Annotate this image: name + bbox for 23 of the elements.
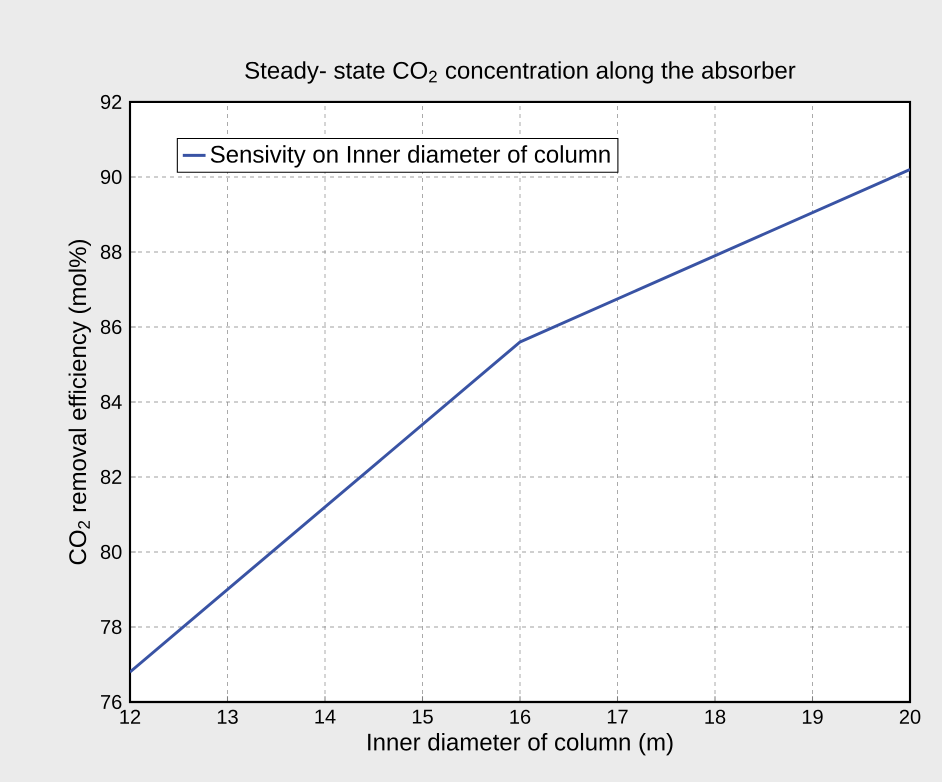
x-tick-label: 12: [120, 710, 140, 724]
y-tick-label: 92: [100, 94, 122, 110]
y-tick-label: 78: [101, 620, 122, 634]
y-axis-title: CO$_{2}$ removal efficiency (mol%): [68, 240, 91, 564]
x-tick-label: 16: [510, 710, 530, 724]
line-series: [130, 168, 910, 674]
x-tick-label: 14: [315, 710, 336, 724]
legend-label: Sensivity on Inner diameter of column: [210, 145, 610, 168]
x-tick-label: 20: [900, 710, 920, 724]
x-tick-label: 17: [608, 710, 628, 724]
chart-title: Steady- state CO$_{2}$ concentration along the absorber: [245, 61, 796, 84]
y-tick-label: 90: [100, 170, 122, 184]
y-tick-label: 84: [100, 394, 122, 410]
x-tick-label: 18: [705, 710, 726, 724]
y-tick-label: 82: [100, 470, 122, 484]
x-tick-label: 13: [218, 710, 238, 724]
y-tick-label: 88: [100, 244, 122, 260]
y-tick-label: 80: [100, 544, 122, 560]
x-tick-label: 15: [412, 710, 433, 724]
y-tick-label: 86: [100, 320, 122, 334]
x-tick-label: 19: [802, 710, 823, 724]
y-tick-label: 76: [101, 694, 122, 710]
x-axis-title: Inner diameter of column (m): [368, 732, 673, 756]
